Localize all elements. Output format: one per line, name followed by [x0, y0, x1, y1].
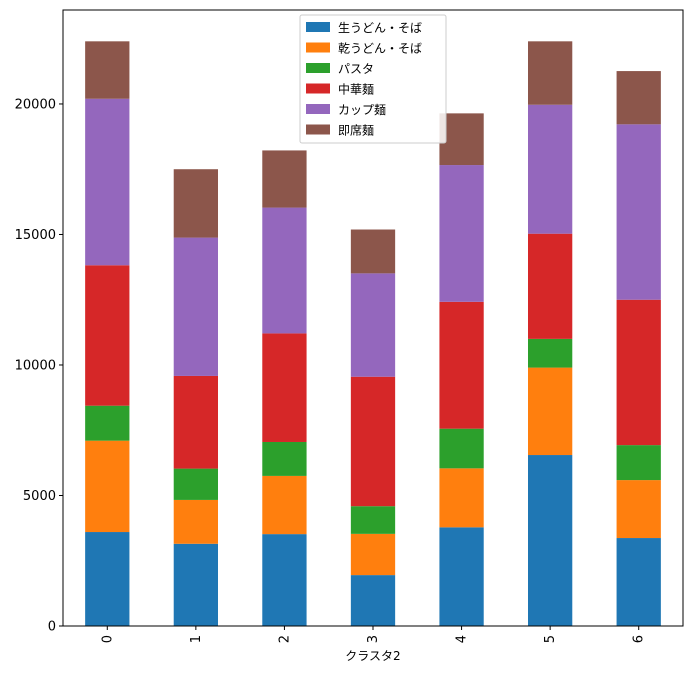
bar-segment-1-cat-1 [173, 499, 218, 544]
y-axis: 0 5000 10000 15000 20000 [15, 97, 63, 635]
bar-segment-3-cat-6 [616, 299, 661, 446]
bar-segment-3-cat-3 [350, 376, 396, 507]
bar-segment-4-cat-0 [85, 98, 130, 266]
x-tick-label: 5 [543, 635, 558, 643]
bar-segment-2-cat-1 [173, 468, 218, 500]
bar-segment-5-cat-0 [85, 41, 130, 99]
bar-segment-4-cat-2 [262, 207, 307, 334]
legend-label: 即席麺 [338, 123, 374, 138]
bar-segment-1-cat-3 [350, 533, 396, 576]
y-tick-label: 5000 [23, 489, 56, 504]
bar-segment-5-cat-4 [439, 113, 484, 166]
bar-segment-2-cat-6 [616, 445, 661, 481]
bar-segment-0-cat-5 [528, 455, 573, 626]
bar-segment-3-cat-0 [85, 265, 130, 406]
y-tick-label: 15000 [15, 228, 56, 243]
bar-segment-2-cat-5 [528, 338, 573, 368]
bar-segment-0-cat-3 [350, 575, 396, 626]
bar-segment-0-cat-6 [616, 538, 661, 626]
legend-label: カップ麺 [338, 103, 386, 117]
legend-swatch [306, 83, 330, 94]
bar-segment-5-cat-6 [616, 71, 661, 125]
bar-segment-2-cat-3 [350, 506, 396, 534]
legend-label: 生うどん・そば [338, 21, 422, 35]
bar-segment-2-cat-4 [439, 428, 484, 469]
y-tick-label: 0 [48, 620, 56, 635]
legend-swatch [306, 42, 330, 53]
bar-segment-3-cat-2 [262, 333, 307, 442]
bar-segment-5-cat-1 [173, 169, 218, 238]
bar-segment-4-cat-1 [173, 237, 218, 376]
x-tick-label: 4 [455, 635, 470, 643]
x-tick-label: 6 [632, 635, 647, 643]
y-tick-label: 20000 [15, 97, 56, 112]
bar-segment-0-cat-0 [85, 532, 130, 626]
bar-segment-5-cat-3 [350, 229, 396, 274]
bar-segment-1-cat-0 [85, 440, 130, 533]
legend-swatch [306, 63, 330, 73]
bar-segment-0-cat-1 [173, 543, 218, 626]
x-tick-label: 0 [100, 635, 115, 643]
bar-segment-1-cat-6 [616, 480, 661, 539]
bars-layer [85, 41, 661, 626]
legend-label: 中華麺 [338, 82, 374, 97]
bar-segment-5-cat-5 [528, 41, 573, 105]
bar-segment-1-cat-2 [262, 475, 307, 535]
legend-box [299, 14, 447, 144]
bar-segment-4-cat-3 [350, 273, 396, 377]
bar-segment-3-cat-4 [439, 301, 484, 429]
legend-swatch [306, 22, 330, 32]
bar-segment-2-cat-2 [262, 441, 307, 476]
x-tick-label: 2 [277, 635, 292, 643]
legend-label: 乾うどん・そば [338, 42, 422, 56]
legend-label: パスタ [338, 62, 374, 76]
bar-segment-4-cat-4 [439, 165, 484, 302]
bar-segment-1-cat-4 [439, 468, 484, 528]
bar-segment-3-cat-1 [173, 375, 218, 469]
x-tick-label: 1 [189, 635, 204, 643]
y-tick-label: 10000 [15, 358, 56, 373]
bar-segment-4-cat-6 [616, 124, 661, 300]
bar-segment-4-cat-5 [528, 104, 573, 234]
bar-segment-5-cat-2 [262, 150, 307, 208]
legend-swatch [306, 124, 330, 135]
bar-segment-1-cat-5 [528, 367, 573, 456]
bar-segment-0-cat-4 [439, 527, 484, 626]
legend-swatch [306, 104, 330, 114]
x-axis: 0 1 2 3 4 5 6 [100, 626, 647, 643]
x-axis-label: クラスタ2 [345, 649, 400, 663]
bar-segment-0-cat-2 [262, 534, 307, 626]
bar-segment-2-cat-0 [85, 405, 130, 441]
bar-segment-3-cat-5 [528, 233, 573, 339]
x-tick-label: 3 [366, 635, 381, 643]
